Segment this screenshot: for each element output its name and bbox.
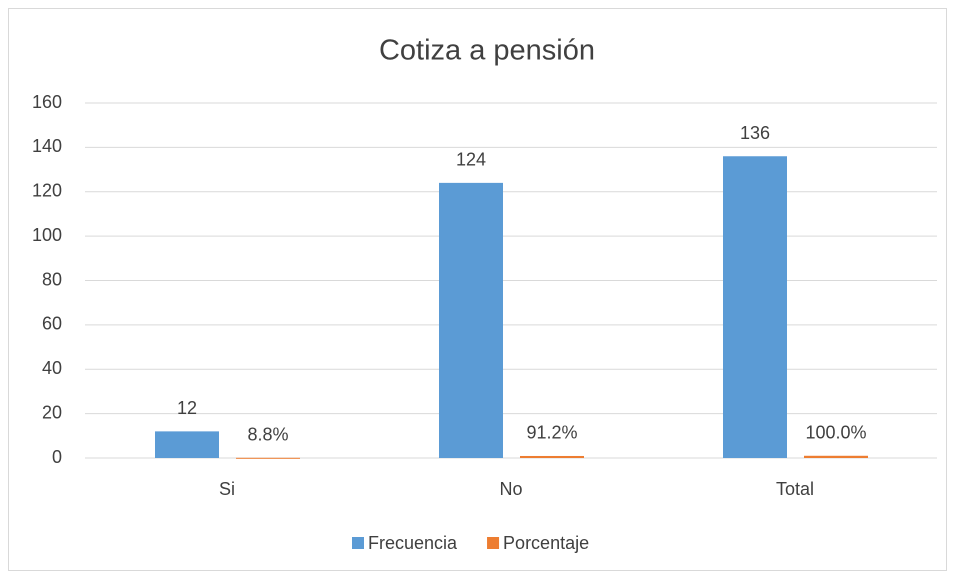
bar [155,431,219,458]
y-tick-label: 60 [42,314,62,334]
y-tick-label: 140 [32,136,62,156]
x-tick-label: Total [776,479,814,499]
chart-title: Cotiza a pensión [379,35,595,67]
bar [520,455,584,458]
legend-swatch [487,537,500,549]
y-tick-label: 120 [32,181,62,201]
x-tick-label: Si [219,479,235,499]
bar [236,457,300,459]
y-tick-label: 0 [52,447,62,467]
bar [439,182,503,458]
data-label: 91.2% [526,423,577,443]
x-tick-label: No [499,479,522,499]
y-tick-label: 160 [32,92,62,112]
data-label: 100.0% [805,423,866,443]
legend-label: Porcentaje [503,533,589,553]
y-tick-label: 100 [32,225,62,245]
legend-swatch [352,537,364,549]
y-tick-label: 20 [42,402,62,422]
data-label: 124 [456,150,486,170]
y-tick-label: 80 [42,269,62,289]
bar [804,455,868,458]
data-label: 136 [740,123,770,143]
legend-label: Frecuencia [368,533,458,553]
data-label: 8.8% [247,425,288,445]
bar [723,156,787,458]
data-label: 12 [177,398,197,418]
y-tick-label: 40 [42,358,62,378]
